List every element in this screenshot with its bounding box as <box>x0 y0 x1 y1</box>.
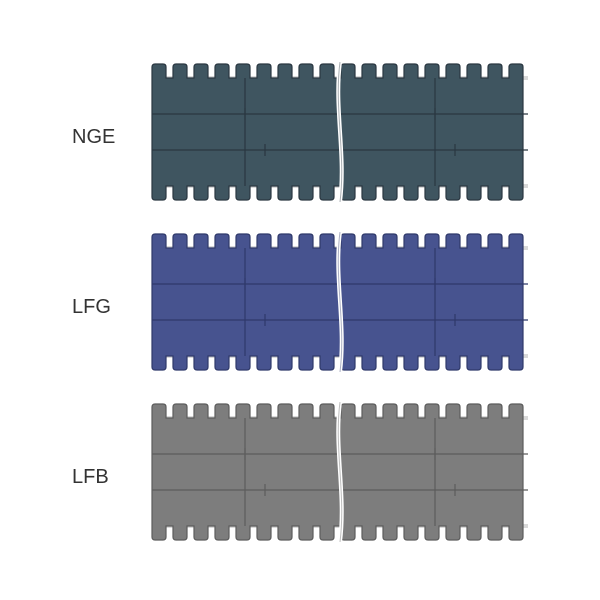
belt-lfg <box>150 232 530 372</box>
page: NGE LFG LFB <box>0 0 600 600</box>
label-nge: NGE <box>72 126 115 149</box>
belt-lfb <box>150 402 530 542</box>
belt-nge <box>150 62 530 202</box>
label-lfg: LFG <box>72 296 111 319</box>
label-lfb: LFB <box>72 466 109 489</box>
